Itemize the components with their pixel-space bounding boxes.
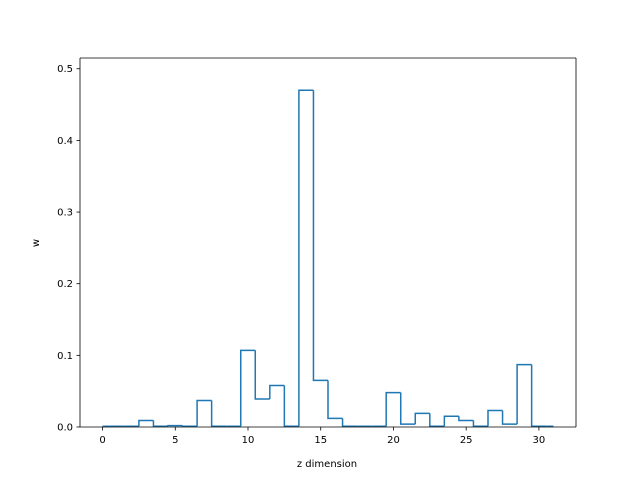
step-segment bbox=[298, 89, 314, 427]
y-tick-label: 0.5 bbox=[57, 64, 73, 75]
x-axis-label: z dimension bbox=[297, 459, 357, 470]
x-tick-label: 10 bbox=[242, 435, 255, 446]
step-segment bbox=[269, 384, 285, 400]
step-segment bbox=[254, 350, 270, 400]
step-segment bbox=[327, 380, 343, 420]
step-segment bbox=[501, 410, 518, 425]
step-segment bbox=[429, 413, 445, 428]
step-segment bbox=[385, 391, 401, 427]
step-segment bbox=[530, 364, 547, 428]
step-segment bbox=[341, 418, 358, 428]
x-tick-label: 30 bbox=[533, 435, 546, 446]
step-segment bbox=[283, 385, 299, 428]
y-tick-label: 0.2 bbox=[57, 279, 73, 290]
step-segment bbox=[196, 399, 212, 427]
y-tick-label: 0.0 bbox=[57, 423, 73, 434]
step-segment bbox=[210, 400, 227, 428]
x-tick-label: 5 bbox=[172, 435, 178, 446]
series-line bbox=[102, 89, 554, 428]
step-segment bbox=[152, 420, 168, 428]
step-segment bbox=[487, 409, 503, 427]
step-segment bbox=[472, 420, 488, 428]
y-tick-label: 0.3 bbox=[57, 208, 73, 219]
x-tick-label: 0 bbox=[99, 435, 105, 446]
step-segment bbox=[181, 425, 198, 428]
step-segment bbox=[414, 412, 430, 425]
y-tick-label: 0.4 bbox=[57, 136, 73, 147]
step-segment bbox=[138, 419, 154, 427]
step-segment bbox=[443, 415, 459, 427]
plot-area bbox=[102, 89, 554, 428]
axes: 0 5 10 15 20 25 30 0.0 0.1 0.2 0.3 0.4 0.5 bbox=[57, 57, 577, 446]
x-tick-label: 20 bbox=[387, 435, 400, 446]
step-segment bbox=[458, 416, 474, 422]
step-segment bbox=[239, 349, 256, 427]
x-tick-label: 15 bbox=[314, 435, 327, 446]
step-segment bbox=[312, 90, 328, 382]
step-segment bbox=[399, 392, 416, 425]
step-segment bbox=[516, 363, 532, 425]
y-axis-label: w bbox=[31, 239, 42, 247]
y-tick-label: 0.1 bbox=[57, 351, 73, 362]
step-segment bbox=[167, 424, 183, 427]
x-tick-label: 25 bbox=[460, 435, 473, 446]
